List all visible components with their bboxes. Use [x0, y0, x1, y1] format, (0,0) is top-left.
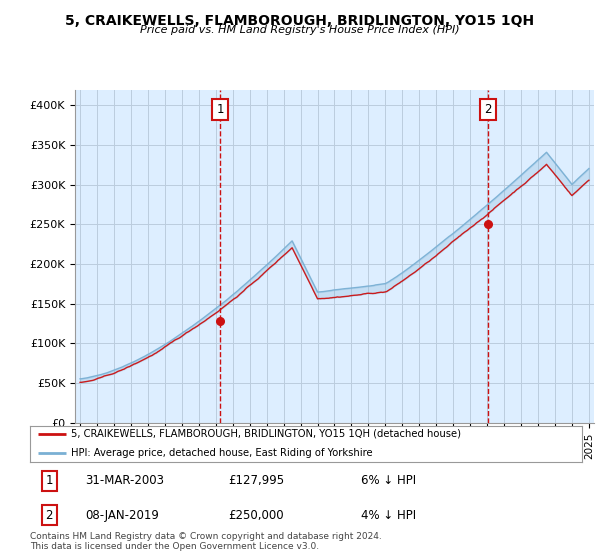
Text: 1: 1	[216, 103, 224, 116]
Text: £250,000: £250,000	[229, 508, 284, 521]
Text: HPI: Average price, detached house, East Riding of Yorkshire: HPI: Average price, detached house, East…	[71, 448, 373, 458]
Text: 1: 1	[46, 474, 53, 487]
Text: 5, CRAIKEWELLS, FLAMBOROUGH, BRIDLINGTON, YO15 1QH: 5, CRAIKEWELLS, FLAMBOROUGH, BRIDLINGTON…	[65, 14, 535, 28]
Text: Price paid vs. HM Land Registry's House Price Index (HPI): Price paid vs. HM Land Registry's House …	[140, 25, 460, 35]
Text: 6% ↓ HPI: 6% ↓ HPI	[361, 474, 416, 487]
Text: Contains HM Land Registry data © Crown copyright and database right 2024.
This d: Contains HM Land Registry data © Crown c…	[30, 532, 382, 552]
Text: 5, CRAIKEWELLS, FLAMBOROUGH, BRIDLINGTON, YO15 1QH (detached house): 5, CRAIKEWELLS, FLAMBOROUGH, BRIDLINGTON…	[71, 428, 461, 438]
Text: 31-MAR-2003: 31-MAR-2003	[85, 474, 164, 487]
Text: 2: 2	[484, 103, 492, 116]
Text: 08-JAN-2019: 08-JAN-2019	[85, 508, 159, 521]
Text: £127,995: £127,995	[229, 474, 285, 487]
Text: 2: 2	[46, 508, 53, 521]
Text: 4% ↓ HPI: 4% ↓ HPI	[361, 508, 416, 521]
